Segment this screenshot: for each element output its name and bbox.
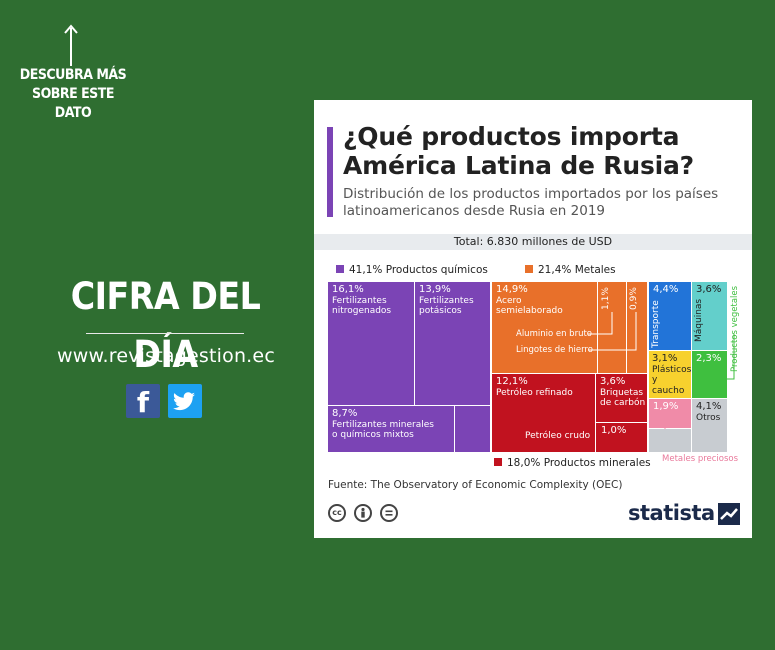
chart-total: Total: 6.830 millones de USD (453, 235, 613, 248)
legend-label: 21,4% Metales (538, 264, 616, 276)
statista-logo-icon (718, 503, 740, 525)
promo-headline: CIFRA DEL DÍA (70, 275, 261, 376)
tile-label: Plásticos y caucho (652, 364, 692, 396)
tile-otros-extra (649, 429, 691, 452)
source-note: Fuente: The Observatory of Economic Comp… (328, 479, 623, 491)
tile-label: Transporte (651, 300, 661, 348)
tile-label: Otros (696, 412, 721, 423)
tile-petroleo-crudo: 1,0% (596, 423, 647, 452)
legend-productos-quimicos: 41,1% Productos químicos (336, 264, 488, 276)
tile-productos-vegetales: 2,3% (692, 351, 727, 398)
equals-icon (385, 510, 393, 516)
tile-acero-semielaborado: 14,9% Acero semielaborado (492, 282, 597, 373)
tile-value: 4,4% (653, 284, 679, 295)
tile-value: 3,6% (696, 284, 722, 295)
legend-metales: 21,4% Metales (525, 264, 616, 276)
tile-label: Briquetas de carbón (600, 387, 646, 409)
cta-link[interactable]: DESCUBRA MÁS SOBRE ESTE DATO (19, 67, 127, 121)
tile-value: 12,1% (496, 376, 528, 387)
tile-label: Fertilizantes potásicos (419, 295, 474, 317)
website-link[interactable]: www.revistagestion.ec (57, 345, 275, 367)
tile-label: Fertilizantes nitrogenados (332, 295, 392, 317)
twitter-icon[interactable] (168, 384, 202, 418)
by-icon (354, 504, 372, 522)
tile-quimicos-otros (455, 406, 490, 452)
tile-metales-preciosos: 1,9% (649, 399, 691, 428)
legend-label: 18,0% Productos minerales (507, 457, 651, 469)
annotation-lingotes: Lingotes de hierro (516, 345, 593, 355)
annotation-productos-vegetales: Productos vegetales (730, 285, 740, 372)
infographic-card: ¿Qué productos importa América Latina de… (314, 100, 752, 538)
title-accent (327, 127, 333, 217)
tile-fertilizantes-nitrogenados: 16,1% Fertilizantes nitrogenados (328, 282, 414, 405)
chart-subtitle: Distribución de los productos importados… (343, 186, 719, 219)
tile-value: 4,1% (696, 401, 722, 412)
tile-value: 3,6% (600, 376, 626, 387)
annotation-metales-preciosos: Metales preciosos (662, 454, 739, 464)
tile-plasticos-y-caucho: 3,1% Plásticos y caucho (649, 351, 691, 398)
legend-label: 41,1% Productos químicos (349, 264, 488, 276)
total-bar (314, 234, 752, 250)
tile-label: Máquinas (694, 298, 704, 342)
tile-value: 13,9% (419, 284, 451, 295)
annotation-aluminio: Aluminio en bruto (516, 329, 592, 339)
tile-value: 14,9% (496, 284, 528, 295)
promo-panel: DESCUBRA MÁS SOBRE ESTE DATO CIFRA DEL D… (0, 0, 290, 650)
tile-transporte: 4,4% Transporte (649, 282, 691, 350)
tile-label: Fertilizantes minerales o químicos mixto… (332, 419, 434, 441)
tile-value: 2,3% (696, 353, 722, 364)
nd-icon (380, 504, 398, 522)
legend-swatch (494, 458, 502, 466)
tile-label: Acero semielaborado (496, 295, 563, 317)
tile-label-crudo: Petróleo crudo (525, 431, 591, 441)
tile-value: 1,9% (653, 401, 679, 412)
tile-value: 1,0% (601, 425, 627, 436)
cc-icon: cc (328, 504, 346, 522)
facebook-icon[interactable]: f (126, 384, 160, 419)
legend-swatch (336, 265, 344, 273)
tile-briquetas-de-carbon: 3,6% Briquetas de carbón (596, 374, 647, 422)
tile-value: 16,1% (332, 284, 364, 295)
legend-swatch (525, 265, 533, 273)
tile-value: 3,1% (652, 353, 678, 364)
twitter-bird-icon (173, 392, 195, 411)
legend-productos-minerales: 18,0% Productos minerales (494, 457, 651, 469)
tile-otros: 4,1% Otros (692, 399, 727, 452)
tile-value: 8,7% (332, 408, 358, 419)
tile-label: Petróleo refinado (496, 387, 573, 398)
divider (86, 333, 244, 334)
tile-petroleo-refinado: 12,1% Petróleo refinado Petróleo crudo (492, 374, 595, 452)
chart-title: ¿Qué productos importa América Latina de… (343, 122, 694, 180)
statista-logo[interactable]: statista (628, 501, 715, 525)
person-icon (361, 507, 365, 518)
tile-maquinas: 3,6% Máquinas (692, 282, 727, 350)
tile-fertilizantes-mixtos: 8,7% Fertilizantes minerales o químicos m… (328, 406, 454, 452)
tile-fertilizantes-potasicos: 13,9% Fertilizantes potásicos (415, 282, 490, 405)
arrow-up-icon (64, 24, 78, 66)
